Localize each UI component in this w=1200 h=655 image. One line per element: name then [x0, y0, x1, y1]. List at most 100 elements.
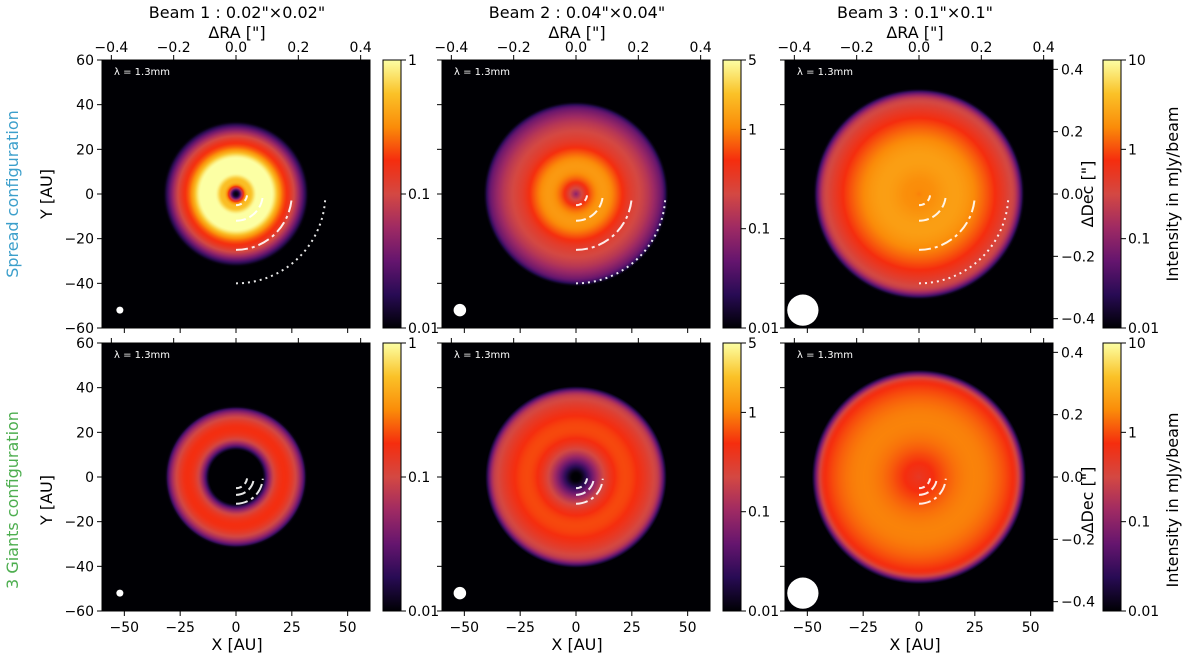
- column-title-2: Beam 2 : 0.04"×0.04": [489, 3, 665, 22]
- right-tick-label: 0.0: [1061, 187, 1083, 203]
- planet-orbit-arc: [918, 194, 932, 207]
- x-tick-label: 50: [679, 620, 697, 636]
- top-tick-label: 0.2: [287, 40, 309, 56]
- y-tick-label: −40: [64, 276, 94, 292]
- column-title-1: Beam 1 : 0.02"×0.02": [149, 3, 325, 22]
- right-tick-label: 0.2: [1061, 408, 1083, 424]
- x-axis-label-1: X [AU]: [211, 635, 262, 654]
- top-axis-label-3: ΔRA ["]: [886, 23, 943, 42]
- planet-orbit-arc: [575, 197, 633, 251]
- x-tick-label: −25: [848, 620, 878, 636]
- planet-orbit-arc: [235, 197, 293, 251]
- y-tick-label: −40: [64, 559, 94, 575]
- beam-ellipse: [787, 294, 819, 326]
- colorbar-tick-label: 0.1: [408, 187, 430, 203]
- y-tick-label: 20: [76, 425, 94, 441]
- top-tick-label: −0.2: [157, 40, 191, 56]
- colorbar-tick-label: 1: [748, 405, 757, 421]
- x-tick-label: −50: [110, 620, 140, 636]
- colorbar-tick-label: 0.1: [408, 470, 430, 486]
- top-tick-label: 0.4: [1033, 40, 1055, 56]
- right-tick-label: −0.2: [1061, 249, 1095, 265]
- colorbar-tick-label: 0.1: [1128, 232, 1150, 248]
- right-tick-label: 0.4: [1061, 62, 1083, 78]
- planet-orbit-arc: [918, 477, 938, 496]
- colorbar-tick-label: 0.1: [748, 505, 770, 521]
- x-tick-label: 0: [915, 620, 924, 636]
- top-tick-label: −0.4: [777, 40, 811, 56]
- colorbar-tick-label: 1: [1128, 425, 1137, 441]
- colorbar-tick-label: 1: [408, 53, 417, 69]
- wavelength-label: λ = 1.3mm: [114, 350, 170, 361]
- top-tick-label: 0.0: [225, 40, 247, 56]
- top-tick-label: −0.2: [840, 40, 874, 56]
- top-tick-label: 0.0: [908, 40, 930, 56]
- colorbar: [382, 59, 402, 329]
- x-tick-label: 25: [283, 620, 301, 636]
- top-tick-label: −0.4: [434, 40, 468, 56]
- beam-ellipse: [787, 577, 819, 609]
- colorbar: [722, 59, 742, 329]
- top-axis-label-2: ΔRA ["]: [548, 23, 605, 42]
- colorbar-tick-label: 1: [1128, 142, 1137, 158]
- right-axis-label-top: ΔDec ["]: [1078, 161, 1097, 228]
- colorbar-tick-label: 1: [408, 336, 417, 352]
- planet-orbit-arc: [575, 478, 604, 505]
- x-tick-label: −50: [793, 620, 823, 636]
- panel-4: λ = 1.3mm −50 −25 0 25 50 60 40 20 0 −20 −40 −60 1 0.1…: [64, 336, 439, 636]
- colorbar-tick-label: 5: [748, 53, 757, 69]
- disk-intensity: [442, 60, 710, 328]
- planet-orbit-arc: [235, 478, 264, 505]
- right-tick-label: −0.4: [1061, 595, 1095, 611]
- y-tick-label: 60: [76, 53, 94, 69]
- y-tick-label: 0: [85, 187, 94, 203]
- colorbar: [722, 342, 742, 612]
- y-tick-label: −60: [64, 604, 94, 620]
- disk-intensity: [442, 343, 710, 611]
- colorbar-tick-label: 5: [748, 336, 757, 352]
- planet-orbit-arc: [235, 477, 255, 496]
- y-axis-label-bottom: Y [AU]: [37, 475, 56, 526]
- colorbar-label-top: Intensity in mJy/beam: [1163, 107, 1182, 282]
- panel-6: λ = 1.3mm −50 −25 0 25 50 0.4 0.2 0.0 −0.2 −0.4 10 1…: [780, 336, 1159, 636]
- planet-orbit-arc: [918, 199, 1010, 285]
- panel-3: λ = 1.3mm −0.4 −0.2 0.0 0.2 0.4 0.4 0.2 0.0 −0.2 −…: [777, 40, 1159, 337]
- disk-intensity: [785, 60, 1053, 328]
- panel-2: λ = 1.3mm −0.4 −0.2 0.0 0.2 0.4 5 1 0.1 0.01: [434, 40, 779, 337]
- y-axis-label-top: Y [AU]: [37, 169, 56, 220]
- colorbar-tick-label: 0.01: [1128, 604, 1159, 620]
- beam-ellipse: [453, 303, 467, 317]
- colorbar-tick-label: 0.01: [408, 321, 439, 337]
- right-tick-label: −0.4: [1061, 312, 1095, 328]
- top-tick-label: 0.2: [970, 40, 992, 56]
- wavelength-label: λ = 1.3mm: [797, 350, 853, 361]
- planet-orbit-arc: [918, 197, 976, 251]
- x-tick-label: 0: [572, 620, 581, 636]
- beam-ellipse: [116, 306, 124, 314]
- y-tick-label: 60: [76, 336, 94, 352]
- wavelength-label: λ = 1.3mm: [797, 67, 853, 78]
- right-tick-label: −0.2: [1061, 532, 1095, 548]
- colorbar-tick-label: 0.01: [408, 604, 439, 620]
- y-tick-label: −20: [64, 515, 94, 531]
- colorbar: [382, 342, 402, 612]
- colorbar-label-bottom: Intensity in mJy/beam: [1163, 413, 1182, 588]
- panel-5: λ = 1.3mm −50 −25 0 25 50 5 1 0.1 0.01: [437, 336, 779, 636]
- x-tick-label: 50: [1022, 620, 1040, 636]
- planet-orbit-arc: [575, 195, 604, 222]
- x-tick-label: 0: [232, 620, 241, 636]
- disk-intensity: [785, 343, 1053, 611]
- colorbar: [1102, 342, 1122, 612]
- beam-ellipse: [116, 589, 124, 597]
- y-tick-label: −60: [64, 321, 94, 337]
- x-tick-label: −25: [165, 620, 195, 636]
- x-axis-label-2: X [AU]: [551, 635, 602, 654]
- top-tick-label: 0.2: [627, 40, 649, 56]
- beam-ellipse: [453, 586, 467, 600]
- disk-intensity: [102, 343, 370, 611]
- planet-orbit-arc: [575, 477, 595, 496]
- colorbar-tick-label: 10: [1128, 336, 1146, 352]
- planet-orbit-arc: [235, 194, 249, 207]
- colorbar-tick-label: 0.1: [1128, 515, 1150, 531]
